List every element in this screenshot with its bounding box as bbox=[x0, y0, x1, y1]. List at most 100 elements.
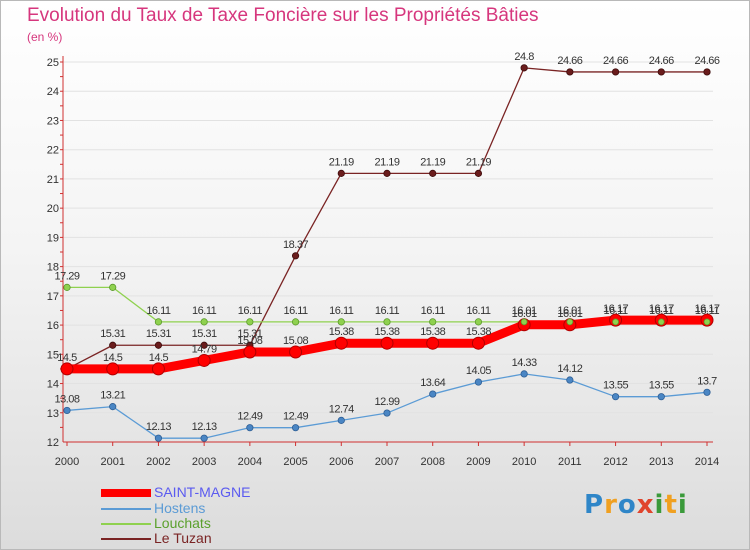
x-tick-label: 2003 bbox=[192, 456, 216, 468]
data-label-saint-magne: 16.17 bbox=[603, 303, 628, 315]
data-label-saint-magne: 14.5 bbox=[149, 352, 169, 364]
legend-label-saint-magne: SAINT-MAGNE bbox=[154, 484, 251, 500]
data-label-hostens: 13.55 bbox=[649, 380, 674, 392]
proxiti-logo: Proxiti bbox=[584, 490, 688, 520]
data-point-louchats bbox=[337, 318, 345, 326]
y-tick-label: 12 bbox=[47, 437, 59, 449]
data-point-hostens bbox=[566, 376, 574, 384]
data-point-hostens bbox=[63, 406, 71, 415]
data-label-hostens: 13.21 bbox=[100, 390, 125, 402]
data-point-hostens bbox=[611, 393, 620, 401]
y-tick-label: 23 bbox=[47, 115, 59, 127]
data-label-hostens: 13.55 bbox=[603, 380, 628, 392]
data-label-hostens: 12.74 bbox=[329, 403, 354, 415]
y-tick-label: 20 bbox=[47, 203, 59, 215]
data-label-le-tuzan: 24.66 bbox=[694, 55, 719, 67]
data-point-le-tuzan bbox=[337, 169, 345, 177]
data-point-le-tuzan bbox=[109, 341, 117, 349]
data-point-saint-magne bbox=[197, 353, 211, 367]
y-tick-label: 13 bbox=[47, 408, 59, 420]
data-point-louchats-overlay bbox=[612, 318, 619, 326]
data-label-saint-magne: 15.38 bbox=[374, 326, 399, 338]
data-label-louchats: 16.11 bbox=[603, 305, 628, 317]
data-label-louchats: 16.11 bbox=[421, 305, 446, 317]
data-point-louchats-overlay bbox=[703, 318, 711, 326]
y-tick-label: 21 bbox=[47, 174, 59, 186]
data-point-le-tuzan bbox=[474, 169, 483, 177]
data-label-hostens: 13.7 bbox=[697, 375, 717, 387]
data-point-louchats bbox=[63, 283, 71, 291]
y-tick-label: 15 bbox=[47, 349, 59, 361]
data-point-saint-magne bbox=[106, 362, 120, 376]
data-label-hostens: 12.99 bbox=[374, 396, 399, 408]
data-point-le-tuzan bbox=[383, 169, 391, 177]
data-label-le-tuzan: 24.66 bbox=[603, 55, 628, 67]
y-tick-label: 24 bbox=[47, 86, 59, 98]
data-label-saint-magne: 14.79 bbox=[192, 343, 217, 355]
data-label-saint-magne: 15.38 bbox=[329, 326, 354, 338]
data-label-louchats: 16.11 bbox=[466, 305, 491, 317]
data-label-saint-magne: 16.17 bbox=[694, 303, 719, 315]
data-point-hostens bbox=[703, 388, 711, 396]
data-label-louchats: 16.11 bbox=[283, 305, 308, 317]
data-label-le-tuzan: 18.37 bbox=[283, 239, 308, 251]
y-tick-label: 25 bbox=[47, 57, 59, 69]
data-label-hostens: 12.49 bbox=[237, 411, 262, 423]
data-label-louchats: 16.11 bbox=[146, 305, 171, 317]
data-label-le-tuzan: 21.19 bbox=[374, 156, 399, 168]
data-label-le-tuzan: 24.66 bbox=[649, 55, 674, 67]
x-tick-label: 2008 bbox=[420, 456, 444, 468]
data-point-hostens bbox=[109, 403, 117, 411]
x-tick-label: 2011 bbox=[558, 456, 582, 468]
data-label-le-tuzan: 21.19 bbox=[329, 156, 354, 168]
data-label-saint-magne: 14.5 bbox=[103, 352, 123, 364]
data-point-hostens bbox=[520, 370, 528, 378]
data-label-saint-magne: 15.38 bbox=[420, 326, 445, 338]
data-label-saint-magne: 15.38 bbox=[466, 326, 491, 338]
data-point-le-tuzan bbox=[566, 68, 574, 76]
data-point-hostens bbox=[337, 416, 345, 424]
data-label-le-tuzan: 15.31 bbox=[146, 328, 171, 340]
data-point-hostens bbox=[291, 424, 300, 432]
data-label-hostens: 12.49 bbox=[283, 411, 308, 423]
data-point-le-tuzan bbox=[520, 64, 528, 72]
data-point-louchats-overlay bbox=[520, 318, 528, 326]
x-tick-label: 2004 bbox=[238, 456, 262, 468]
y-tick-label: 22 bbox=[47, 145, 59, 157]
data-point-saint-magne bbox=[60, 362, 74, 376]
data-point-le-tuzan bbox=[154, 341, 163, 349]
data-label-saint-magne: 14.5 bbox=[57, 352, 77, 364]
legend-swatch-hostens bbox=[101, 508, 151, 510]
data-label-saint-magne: 16.17 bbox=[649, 303, 674, 315]
data-point-louchats bbox=[200, 318, 208, 326]
data-label-louchats: 16.01 bbox=[557, 305, 582, 317]
data-label-le-tuzan: 15.31 bbox=[192, 328, 217, 340]
data-label-louchats: 17.29 bbox=[100, 270, 125, 282]
data-point-hostens bbox=[154, 434, 163, 442]
data-label-louchats: 16.11 bbox=[695, 305, 720, 317]
x-tick-label: 2000 bbox=[55, 456, 79, 468]
x-tick-label: 2006 bbox=[329, 456, 353, 468]
data-point-saint-magne bbox=[380, 336, 394, 350]
data-point-hostens bbox=[429, 390, 437, 398]
y-tick-label: 18 bbox=[47, 262, 59, 274]
legend-label-hostens: Hostens bbox=[154, 500, 206, 516]
data-label-louchats: 16.11 bbox=[649, 305, 674, 317]
data-point-le-tuzan bbox=[291, 252, 300, 260]
data-label-hostens: 13.08 bbox=[54, 393, 79, 405]
data-point-louchats bbox=[109, 283, 117, 291]
x-tick-label: 2007 bbox=[375, 456, 399, 468]
data-label-louchats: 16.11 bbox=[238, 305, 263, 317]
data-point-louchats bbox=[291, 318, 300, 326]
data-label-hostens: 14.33 bbox=[512, 357, 537, 369]
legend-swatch-louchats bbox=[101, 523, 151, 525]
y-axis-unit: (en %) bbox=[27, 30, 63, 44]
data-label-hostens: 14.05 bbox=[466, 365, 491, 377]
data-point-saint-magne bbox=[289, 345, 303, 359]
data-label-louchats: 16.11 bbox=[192, 305, 217, 317]
data-point-le-tuzan bbox=[429, 169, 437, 177]
data-label-saint-magne: 16.01 bbox=[557, 308, 582, 320]
data-label-le-tuzan: 21.19 bbox=[420, 156, 445, 168]
data-point-le-tuzan bbox=[703, 68, 711, 76]
